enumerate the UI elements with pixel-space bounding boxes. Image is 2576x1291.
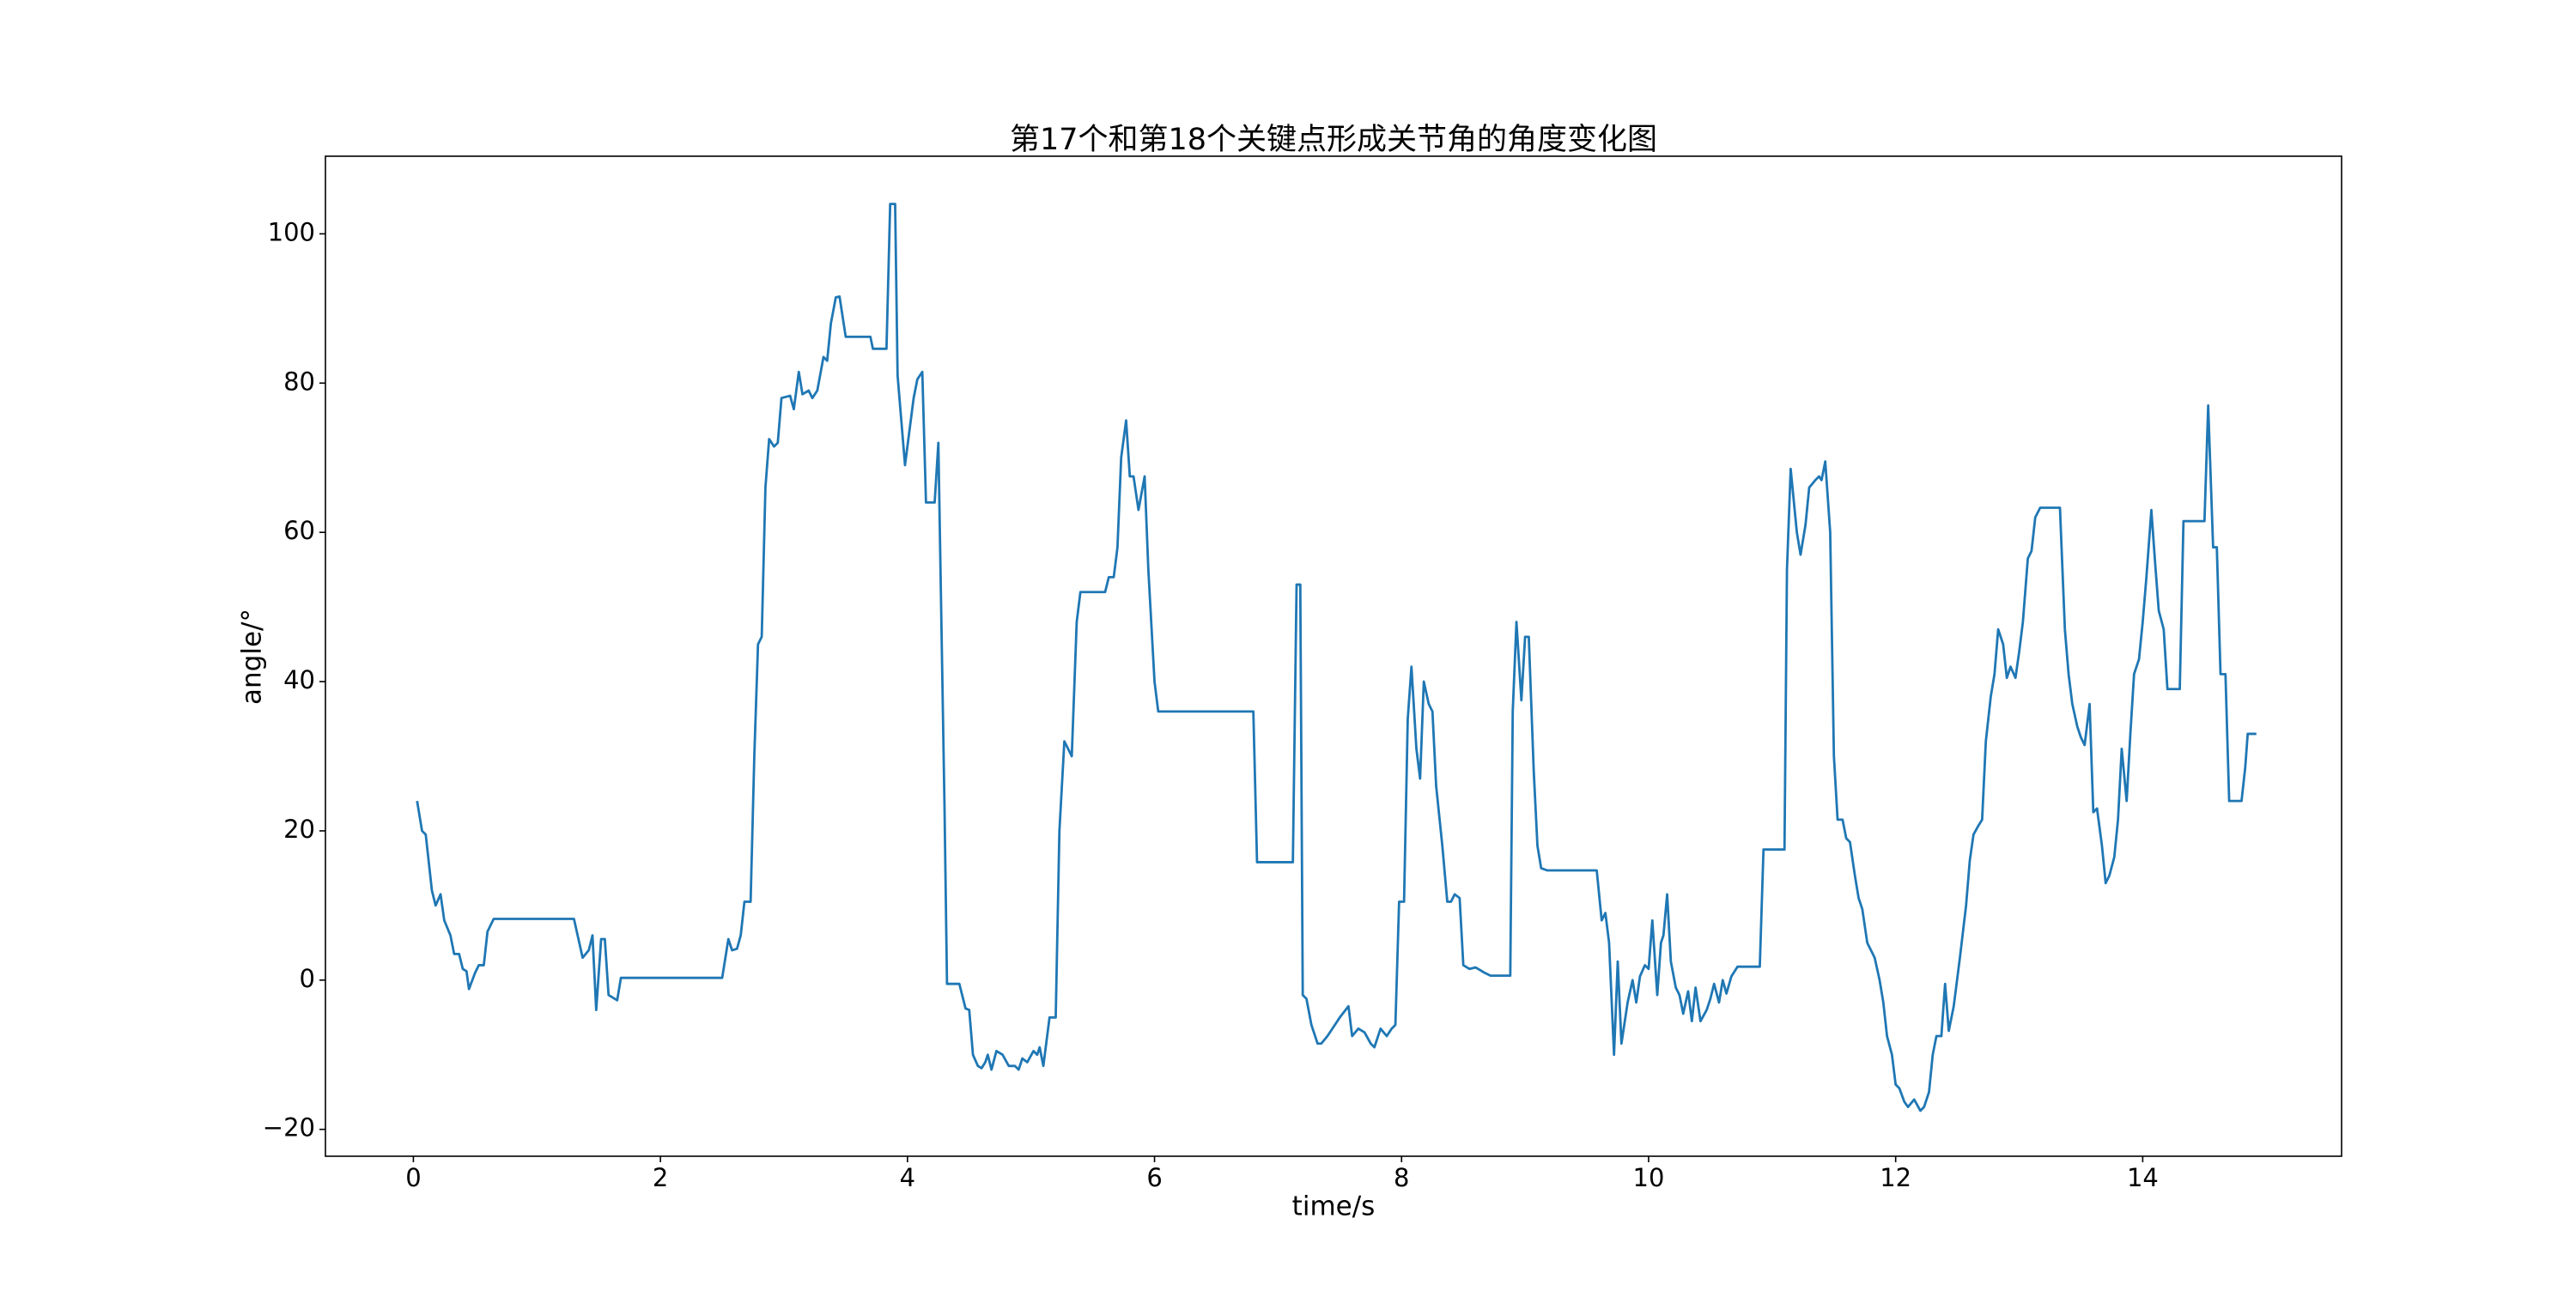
x-tick-label: 14 <box>2127 1163 2159 1192</box>
x-tick-label: 2 <box>653 1163 668 1192</box>
data-line <box>416 203 2257 1112</box>
y-tick-label: −20 <box>263 1113 315 1143</box>
y-tick-label: 40 <box>283 665 315 694</box>
x-axis-label: time/s <box>1292 1191 1376 1222</box>
x-tick-label: 6 <box>1146 1163 1162 1192</box>
x-tick-label: 10 <box>1633 1163 1665 1192</box>
x-tick-label: 12 <box>1880 1163 1911 1192</box>
x-tick-label: 8 <box>1394 1163 1409 1192</box>
y-tick-label: 80 <box>283 367 315 396</box>
y-tick-label: 60 <box>283 516 315 545</box>
y-tick-label: 100 <box>268 217 315 246</box>
y-tick-label: 20 <box>283 815 315 844</box>
x-tick-label: 0 <box>405 1163 421 1192</box>
y-axis-label: angle/° <box>237 609 268 705</box>
plot-frame <box>325 155 2342 1157</box>
x-tick-label: 4 <box>900 1163 915 1192</box>
y-tick-label: 0 <box>300 964 315 993</box>
chart-title: 第17个和第18个关键点形成关节角的角度变化图 <box>1010 123 1657 157</box>
